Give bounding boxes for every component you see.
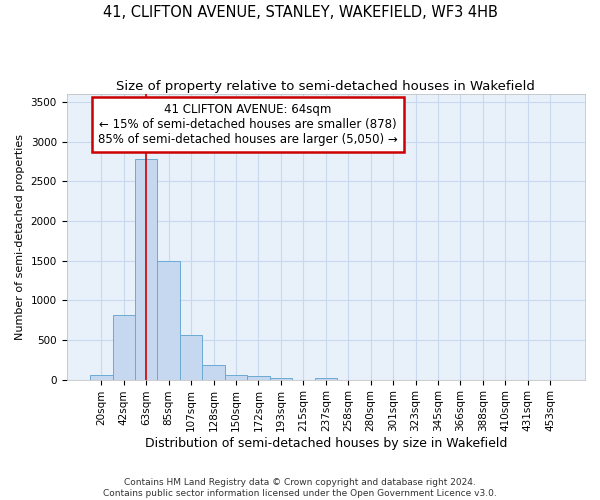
- Bar: [314, 378, 337, 380]
- Y-axis label: Number of semi-detached properties: Number of semi-detached properties: [15, 134, 25, 340]
- Bar: [157, 260, 180, 380]
- Bar: [180, 335, 202, 380]
- Bar: [247, 376, 269, 380]
- Bar: [90, 375, 113, 380]
- Bar: [113, 314, 135, 380]
- X-axis label: Distribution of semi-detached houses by size in Wakefield: Distribution of semi-detached houses by …: [145, 437, 507, 450]
- Bar: [202, 365, 225, 380]
- Bar: [269, 378, 292, 380]
- Bar: [135, 159, 157, 380]
- Text: 41 CLIFTON AVENUE: 64sqm
← 15% of semi-detached houses are smaller (878)
85% of : 41 CLIFTON AVENUE: 64sqm ← 15% of semi-d…: [98, 102, 398, 146]
- Text: Contains HM Land Registry data © Crown copyright and database right 2024.
Contai: Contains HM Land Registry data © Crown c…: [103, 478, 497, 498]
- Title: Size of property relative to semi-detached houses in Wakefield: Size of property relative to semi-detach…: [116, 80, 535, 93]
- Text: 41, CLIFTON AVENUE, STANLEY, WAKEFIELD, WF3 4HB: 41, CLIFTON AVENUE, STANLEY, WAKEFIELD, …: [103, 5, 497, 20]
- Bar: [225, 375, 247, 380]
